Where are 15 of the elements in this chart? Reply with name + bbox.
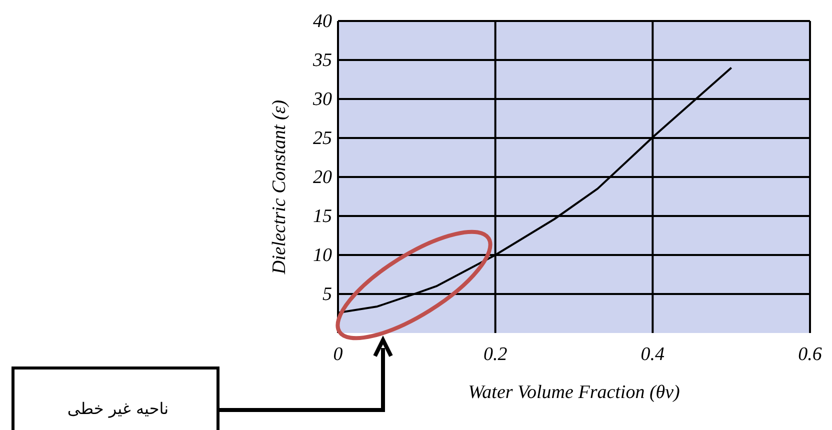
x-tick-label: 0	[333, 344, 344, 365]
y-tick-label: 20	[313, 167, 332, 188]
y-tick-label: 15	[313, 206, 332, 227]
y-tick-label: 40	[313, 11, 332, 32]
y-tick-label: 35	[312, 50, 332, 71]
x-tick-label: 0.4	[640, 344, 666, 365]
y-tick-label: 25	[313, 128, 332, 149]
x-tick-label: 0.2	[483, 344, 508, 365]
y-tick-label: 10	[313, 245, 332, 266]
y-axis-title: Dielectric Constant (ε)	[269, 100, 290, 276]
y-tick-label: 30	[312, 89, 332, 110]
text: ناحیه غیر خطی	[67, 399, 169, 418]
x-tick-label: 0.6	[798, 344, 822, 365]
x-axis-title: Water Volume Fraction (θv)	[468, 382, 680, 403]
y-tick-label: 5	[322, 284, 332, 305]
